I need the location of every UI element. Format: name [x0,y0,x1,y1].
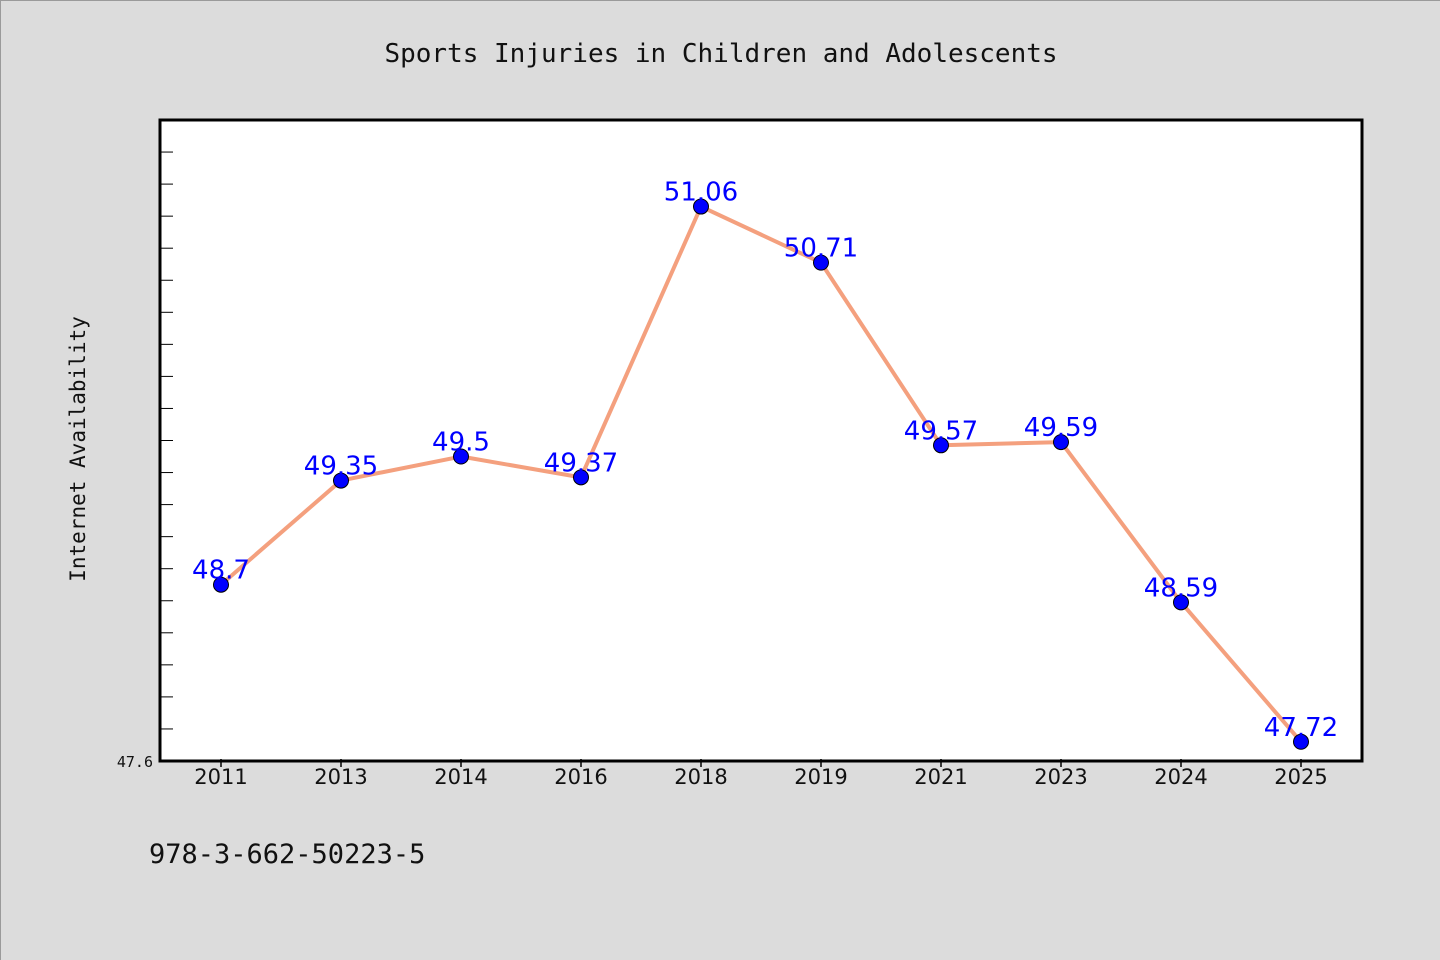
data-point-2024 [1173,594,1189,611]
data-labels: 48.7 49.35 49.5 49.37 51.06 50.71 49.57 49.59 48… [192,178,1338,743]
series-line-group [219,204,1303,744]
data-point-2021 [933,437,949,454]
data-point-2011 [213,576,229,593]
x-tick-label-2016: 2016 [554,765,607,789]
data-point-2018 [693,198,709,215]
y-axis-min-tick-label: 47.6 [117,753,153,771]
data-label-2019: 50.71 [784,234,858,264]
series-line [219,204,1303,744]
x-tick-label-2024: 2024 [1154,765,1207,789]
data-points [213,198,1309,750]
data-label-2024: 48.59 [1144,573,1218,603]
y-axis-label: Internet Availability [66,316,90,582]
chart-title: Sports Injuries in Children and Adolesce… [384,39,1057,69]
x-axis-ticks: 2011 2013 2014 2016 2018 2019 2021 2023 2024 2025 [194,759,1328,789]
data-point-2013 [333,472,349,489]
x-tick-label-2014: 2014 [434,765,487,789]
x-tick-label-2023: 2023 [1034,765,1087,789]
data-label-2021: 49.57 [904,416,978,446]
data-label-2011: 48.7 [192,556,250,586]
y-axis-ticks [160,151,173,730]
x-tick-label-2018: 2018 [674,765,727,789]
data-label-2014: 49.5 [432,428,490,458]
x-tick-label-2013: 2013 [314,765,367,789]
plot-area [158,118,1364,763]
data-label-2018: 51.06 [664,178,738,208]
data-point-2014 [453,448,469,465]
data-point-2025 [1293,733,1309,750]
x-tick-label-2011: 2011 [194,765,247,789]
data-point-2019 [813,254,829,271]
x-tick-label-2021: 2021 [914,765,967,789]
data-point-2016 [573,469,589,486]
data-point-2023 [1053,434,1069,451]
x-tick-label-2019: 2019 [794,765,847,789]
data-label-2025: 47.72 [1264,713,1338,743]
footer-isbn: 978-3-662-50223-5 [149,839,425,870]
data-label-2013: 49.35 [304,452,378,482]
data-label-2023: 49.59 [1024,413,1098,443]
data-label-2016: 49.37 [544,448,618,478]
x-tick-label-2025: 2025 [1274,765,1327,789]
